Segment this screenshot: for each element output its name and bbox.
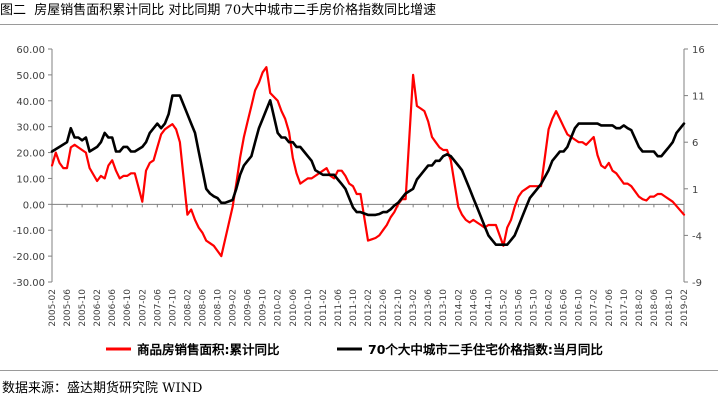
x-tick-label: 2011-02 <box>319 289 329 327</box>
figure-caption: 图二 房屋销售面积累计同比 对比同期 70大中城市二手房价格指数同比增速 <box>0 0 718 24</box>
figure-title: 房屋销售面积累计同比 对比同期 70大中城市二手房价格指数同比增速 <box>34 3 437 18</box>
y-tick-label-left: 50.00 <box>16 71 45 82</box>
y-tick-label-left: 40.00 <box>16 97 45 108</box>
x-tick-label: 2009-10 <box>259 289 269 327</box>
legend-label: 商品房销售面积:累计同比 <box>137 342 280 357</box>
x-tick-label: 2010-06 <box>289 289 299 327</box>
x-tick-label: 2010-02 <box>274 289 284 327</box>
x-tick-label: 2008-06 <box>198 289 208 327</box>
x-tick-label: 2015-10 <box>530 289 540 327</box>
y-tick-label-right: 16 <box>692 45 705 56</box>
x-tick-label: 2005-06 <box>63 289 73 327</box>
series-lines <box>50 65 686 258</box>
x-tick-label: 2013-06 <box>424 289 434 327</box>
axes <box>48 48 688 283</box>
x-tick-label: 2016-06 <box>560 289 570 327</box>
legend: 商品房销售面积:累计同比 70个大中城市二手住宅价格指数:当月同比 <box>106 342 603 357</box>
x-tick-label: 2013-02 <box>409 289 419 327</box>
y-tick-label-left: -30.00 <box>13 278 45 289</box>
x-tick-label: 2017-06 <box>605 289 615 327</box>
x-tick-label: 2012-06 <box>379 289 389 327</box>
source-note: 数据来源：盛达期货研究院 WIND <box>2 381 203 396</box>
y-tick-label-right: -4 <box>692 231 702 242</box>
y-tick-label-left: -10.00 <box>13 226 45 237</box>
x-tick-label: 2006-10 <box>123 289 133 327</box>
x-tick-label: 2015-06 <box>514 289 524 327</box>
x-tick-label: 2005-02 <box>48 289 58 327</box>
x-tick-label: 2009-02 <box>229 289 239 327</box>
x-tick-label: 2014-10 <box>484 289 494 327</box>
source-divider <box>0 370 718 371</box>
x-tick-label: 2007-10 <box>168 289 178 327</box>
x-tick-label: 2018-10 <box>665 289 675 327</box>
x-tick-label: 2012-10 <box>394 289 404 327</box>
x-tick-labels: 2005-02 2005-06 2005-10 2006-02 2006-06 2006-… <box>48 289 690 327</box>
x-tick-label: 2009-06 <box>244 289 254 327</box>
x-tick-label: 2006-06 <box>108 289 118 327</box>
y-tick-labels-left: 60.00 50.00 40.00 30.00 20.00 10.00 0.00 -10.00… <box>13 45 45 289</box>
y-tick-label-right: 11 <box>692 92 705 103</box>
x-tick-label: 2016-02 <box>545 289 555 327</box>
y-tick-label-right: -9 <box>692 278 702 289</box>
x-tick-label: 2018-02 <box>635 289 645 327</box>
x-tick-label: 2018-06 <box>650 289 660 327</box>
y-tick-label-left: 30.00 <box>16 123 45 134</box>
x-tick-label: 2013-10 <box>439 289 449 327</box>
x-tick-label: 2014-02 <box>454 289 464 327</box>
x-tick-label: 2007-02 <box>138 289 148 327</box>
x-tick-label: 2015-02 <box>499 289 509 327</box>
series-line-price-index <box>50 94 686 246</box>
y-tick-label-left: 60.00 <box>16 45 45 56</box>
y-tick-label-left: 20.00 <box>16 149 45 160</box>
x-tick-label: 2017-10 <box>620 289 630 327</box>
y-tick-label-right: 1 <box>692 185 698 196</box>
y-tick-labels-right: 16 11 6 1 -4 -9 <box>692 45 705 289</box>
x-tick-label: 2006-02 <box>93 289 103 327</box>
series-line-sales-area <box>50 65 686 258</box>
x-tick-label: 2019-02 <box>680 289 690 327</box>
y-tick-label-left: 0.00 <box>23 200 45 211</box>
x-tick-label: 2017-02 <box>590 289 600 327</box>
figure-number: 图二 <box>0 3 27 18</box>
x-tick-label: 2011-06 <box>334 289 344 327</box>
x-tick-label: 2007-06 <box>153 289 163 327</box>
x-tick-label: 2016-10 <box>575 289 585 327</box>
x-tick-label: 2008-02 <box>183 289 193 327</box>
caption-divider <box>0 24 718 25</box>
y-tick-label-left: 10.00 <box>16 174 45 185</box>
x-tick-label: 2012-02 <box>364 289 374 327</box>
x-tick-label: 2014-06 <box>469 289 479 327</box>
x-tick-label: 2008-10 <box>214 289 224 327</box>
x-tick-label: 2005-10 <box>78 289 88 327</box>
x-tick-label: 2011-10 <box>349 289 359 327</box>
legend-label: 70个大中城市二手住宅价格指数:当月同比 <box>368 342 603 357</box>
y-tick-label-left: -20.00 <box>13 252 45 263</box>
y-tick-label-right: 6 <box>692 138 698 149</box>
x-tick-label: 2010-10 <box>304 289 314 327</box>
